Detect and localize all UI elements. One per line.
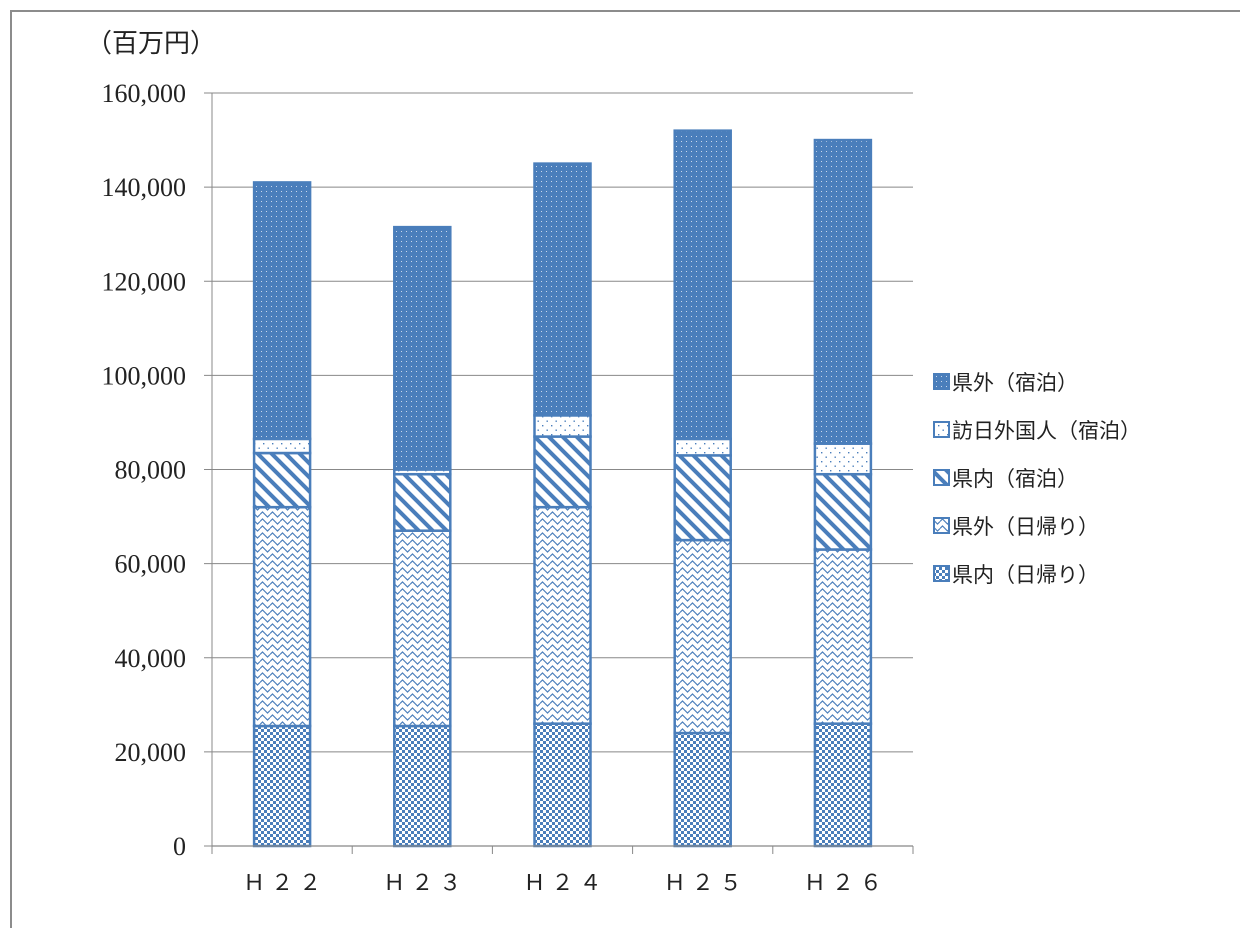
y-tick-label: 60,000 bbox=[115, 550, 187, 579]
legend-swatch bbox=[933, 565, 950, 582]
legend-label: 県外（宿泊） bbox=[952, 371, 1078, 395]
x-tick-label: Ｈ２２ bbox=[243, 871, 327, 896]
y-tick-label: 0 bbox=[173, 832, 186, 861]
chart-frame bbox=[10, 10, 1240, 928]
y-tick-label: 100,000 bbox=[102, 361, 187, 390]
legend-swatch bbox=[933, 373, 950, 390]
bar-segment bbox=[252, 181, 312, 441]
legend-swatch bbox=[933, 421, 950, 438]
y-tick-label: 40,000 bbox=[115, 644, 187, 673]
bar-segment bbox=[673, 731, 732, 848]
bar-segment bbox=[533, 722, 592, 848]
bar-segment bbox=[533, 505, 592, 725]
bar-segment bbox=[252, 724, 312, 848]
bar-segment bbox=[673, 538, 732, 735]
legend-label: 県内（日帰り） bbox=[952, 563, 1099, 587]
x-tick-label: Ｈ２３ bbox=[383, 871, 467, 896]
legend-label: 県内（宿泊） bbox=[952, 467, 1078, 491]
bar-segment bbox=[813, 548, 873, 725]
bar-segment bbox=[813, 138, 873, 445]
bar-segment bbox=[813, 442, 873, 476]
bar-segment bbox=[533, 414, 592, 438]
y-tick-label: 120,000 bbox=[102, 267, 187, 296]
bar-segment bbox=[813, 472, 873, 551]
legend-swatch bbox=[933, 517, 950, 534]
legend-label: 県外（日帰り） bbox=[952, 515, 1099, 539]
bar-segment bbox=[813, 722, 873, 848]
legend-swatch bbox=[933, 469, 950, 486]
y-axis-ticks: 0 20,000 40,000 60,000 80,000 100,000 120,000 1… bbox=[102, 79, 187, 861]
bar-segment bbox=[673, 454, 732, 542]
y-tick-label: 20,000 bbox=[115, 738, 187, 767]
bar-segment bbox=[252, 437, 312, 455]
bar-segment bbox=[252, 505, 312, 728]
y-tick-label: 140,000 bbox=[102, 173, 187, 202]
bars bbox=[252, 129, 873, 848]
x-tick-label: Ｈ２４ bbox=[523, 871, 607, 896]
x-tick-label: Ｈ２６ bbox=[804, 871, 888, 896]
bar-segment bbox=[252, 451, 312, 509]
bar-segment bbox=[673, 129, 732, 441]
legend: 県外（宿泊） 訪日外国人（宿泊） 県内（宿泊） 県外（日帰り） 県内（日帰り） bbox=[933, 371, 1141, 587]
bar-segment bbox=[393, 724, 452, 848]
bar-segment bbox=[533, 162, 592, 417]
x-tick-label: Ｈ２５ bbox=[664, 871, 748, 896]
x-axis: Ｈ２２ Ｈ２３ Ｈ２４ Ｈ２５ Ｈ２６ bbox=[211, 93, 914, 896]
bar-segment bbox=[393, 225, 452, 471]
legend-label: 訪日外国人（宿泊） bbox=[952, 419, 1141, 443]
bar-segment bbox=[533, 435, 592, 509]
y-axis-unit-label: （百万円） bbox=[86, 29, 216, 59]
y-tick-label: 80,000 bbox=[115, 456, 187, 485]
bar-segment bbox=[393, 529, 452, 728]
bar-segment bbox=[673, 437, 732, 457]
bar-segment bbox=[393, 472, 452, 532]
y-tick-label: 160,000 bbox=[102, 79, 187, 108]
